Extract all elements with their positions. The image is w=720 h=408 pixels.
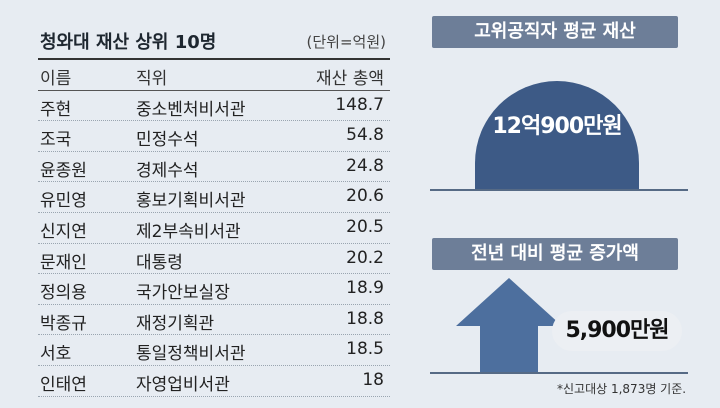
row-position: 자영업비서관 (136, 374, 230, 395)
table-top-rule (38, 58, 390, 60)
table-row: 정의용 국가안보실장 18.9 (38, 274, 390, 305)
row-value: 20.6 (346, 186, 384, 207)
table-row: 조국 민정수석 54.8 (38, 121, 390, 152)
row-position: 제2부속비서관 (136, 221, 241, 242)
table-row: 서호 통일정책비서관 18.5 (38, 335, 390, 366)
avg-increase-value: 5,900만원 (552, 311, 682, 351)
header-position: 직위 (136, 69, 168, 89)
table-title: 청와대 재산 상위 10명 (40, 32, 217, 53)
row-position: 경제수석 (136, 160, 199, 181)
row-position: 국가안보실장 (136, 283, 230, 304)
row-position: 통일정책비서관 (136, 344, 246, 365)
row-name: 박종규 (40, 313, 87, 334)
table-row: 박종규 재정기획관 18.8 (38, 305, 390, 336)
row-name: 서호 (40, 344, 72, 365)
summary-panel: 고위공직자 평균 재산 12억900만원 전년 대비 평균 증가액 5,900만… (410, 0, 720, 408)
row-position: 재정기획관 (136, 313, 215, 334)
avg-assets-baseline (430, 189, 688, 191)
row-value: 54.8 (346, 125, 384, 146)
row-name: 유민영 (40, 191, 87, 212)
avg-increase-baseline (430, 372, 688, 374)
footnote: *신고대상 1,873명 기준. (557, 382, 687, 396)
row-position: 민정수석 (136, 130, 199, 151)
row-value: 18.8 (346, 308, 384, 329)
avg-increase-title: 전년 대비 평균 증가액 (432, 238, 678, 270)
row-position: 중소벤처비서관 (136, 99, 246, 120)
up-arrow-icon (456, 278, 562, 372)
avg-assets-value: 12억900만원 (492, 114, 622, 139)
row-name: 주현 (40, 99, 72, 120)
table-header-row: 이름 직위 재산 총액 (38, 60, 390, 91)
assets-table: 이름 직위 재산 총액 주현 중소벤처비서관 148.7 조국 민정수석 54.8 윤종원 경… (38, 60, 390, 397)
row-value: 18.9 (346, 278, 384, 299)
row-name: 문재인 (40, 252, 87, 273)
row-name: 신지연 (40, 221, 87, 242)
table-row: 윤종원 경제수석 24.8 (38, 152, 390, 183)
header-name: 이름 (40, 69, 72, 89)
table-row: 문재인 대통령 20.2 (38, 244, 390, 275)
row-position: 홍보기획비서관 (136, 191, 246, 212)
row-name: 정의용 (40, 283, 87, 304)
row-value: 20.2 (346, 247, 384, 268)
row-name: 조국 (40, 130, 72, 151)
row-name: 윤종원 (40, 160, 87, 181)
row-value: 20.5 (346, 216, 384, 237)
header-value: 재산 총액 (316, 69, 384, 89)
row-value: 148.7 (335, 94, 384, 115)
avg-assets-title: 고위공직자 평균 재산 (432, 16, 678, 48)
row-position: 대통령 (136, 252, 183, 273)
table-row: 유민영 홍보기획비서관 20.6 (38, 182, 390, 213)
table-row: 인태연 자영업비서관 18 (38, 366, 390, 397)
row-value: 18 (362, 369, 384, 390)
row-name: 인태연 (40, 374, 87, 395)
table-unit: (단위=억원) (306, 33, 386, 51)
assets-table-panel: 청와대 재산 상위 10명 (단위=억원) 이름 직위 재산 총액 주현 중소벤처… (38, 32, 390, 397)
row-value: 18.5 (346, 339, 384, 360)
row-value: 24.8 (346, 155, 384, 176)
table-row: 신지연 제2부속비서관 20.5 (38, 213, 390, 244)
table-row: 주현 중소벤처비서관 148.7 (38, 91, 390, 122)
